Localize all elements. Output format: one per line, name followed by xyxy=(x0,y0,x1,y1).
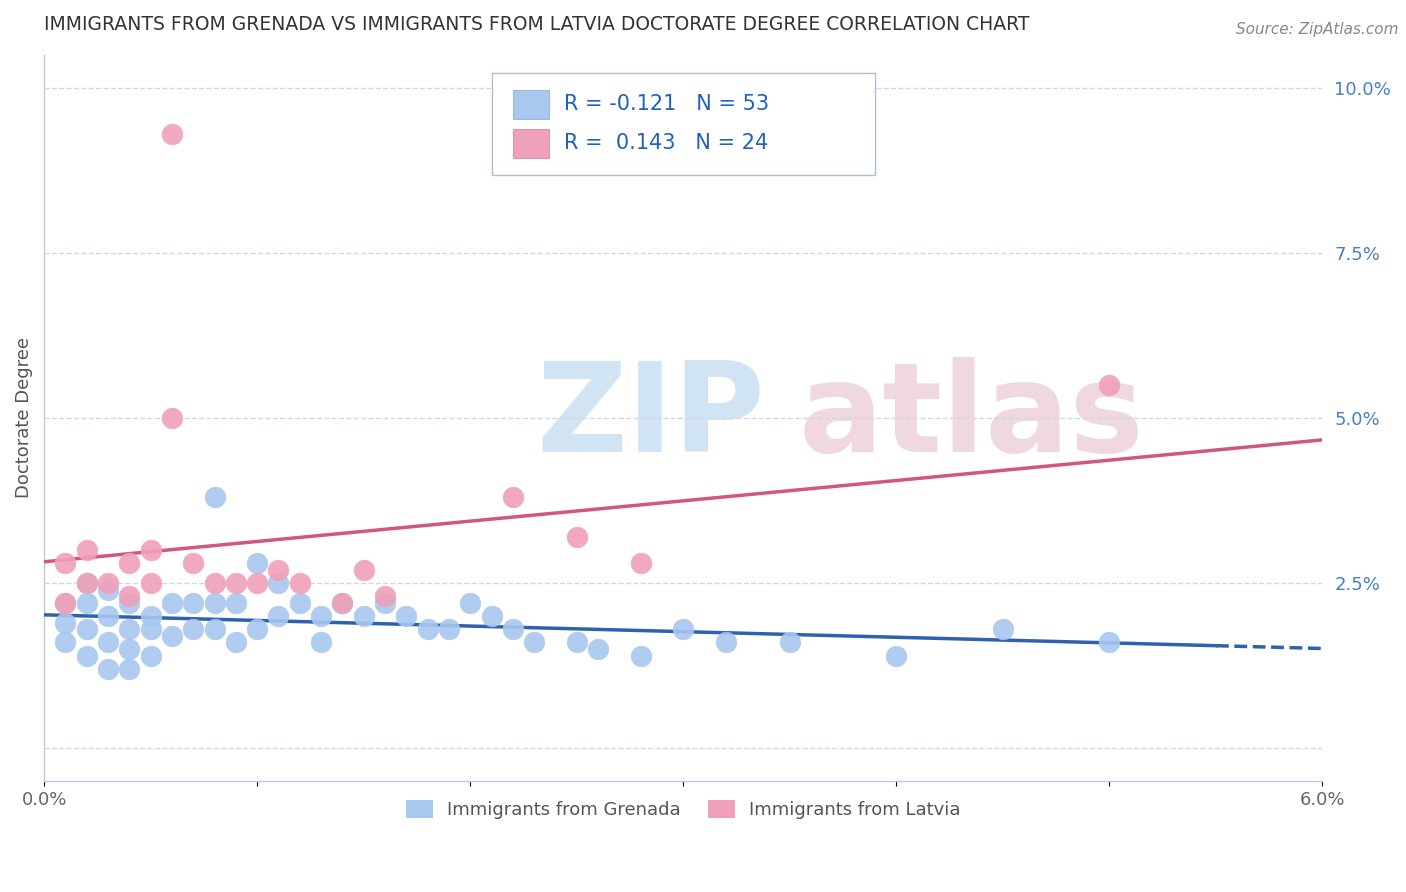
Point xyxy=(204,596,226,610)
Point xyxy=(76,543,98,558)
Point xyxy=(502,622,524,636)
Point xyxy=(565,530,588,544)
Point xyxy=(139,543,162,558)
Point xyxy=(416,622,439,636)
Point xyxy=(225,576,247,591)
Point xyxy=(267,609,290,624)
Point xyxy=(437,622,460,636)
FancyBboxPatch shape xyxy=(492,73,875,175)
Y-axis label: Doctorate Degree: Doctorate Degree xyxy=(15,337,32,499)
Point xyxy=(76,622,98,636)
Point xyxy=(332,596,354,610)
Point xyxy=(139,609,162,624)
Text: IMMIGRANTS FROM GRENADA VS IMMIGRANTS FROM LATVIA DOCTORATE DEGREE CORRELATION C: IMMIGRANTS FROM GRENADA VS IMMIGRANTS FR… xyxy=(44,15,1029,34)
Text: R =  0.143   N = 24: R = 0.143 N = 24 xyxy=(564,133,769,153)
Point xyxy=(118,589,141,603)
Point xyxy=(1098,635,1121,649)
Point xyxy=(97,662,120,676)
Point xyxy=(181,596,204,610)
Point xyxy=(502,490,524,504)
Point xyxy=(139,622,162,636)
Point xyxy=(204,490,226,504)
Point xyxy=(225,596,247,610)
Point xyxy=(779,635,801,649)
Legend: Immigrants from Grenada, Immigrants from Latvia: Immigrants from Grenada, Immigrants from… xyxy=(398,793,969,826)
Point xyxy=(181,556,204,570)
Point xyxy=(353,609,375,624)
Point xyxy=(55,635,77,649)
Point xyxy=(886,648,908,663)
Point xyxy=(991,622,1014,636)
Point xyxy=(309,609,332,624)
Point xyxy=(76,596,98,610)
Point xyxy=(672,622,695,636)
Text: R = -0.121   N = 53: R = -0.121 N = 53 xyxy=(564,94,769,113)
Point xyxy=(204,576,226,591)
Point xyxy=(267,576,290,591)
Point xyxy=(55,596,77,610)
Point xyxy=(97,609,120,624)
Point xyxy=(714,635,737,649)
Point xyxy=(1098,378,1121,392)
Point xyxy=(288,596,311,610)
Point xyxy=(630,648,652,663)
Point xyxy=(55,556,77,570)
Point xyxy=(246,622,269,636)
Point xyxy=(160,127,183,141)
Point xyxy=(139,576,162,591)
Point xyxy=(374,589,396,603)
Bar xyxy=(513,90,550,119)
Point xyxy=(565,635,588,649)
Bar xyxy=(513,129,550,158)
Point xyxy=(374,596,396,610)
Point xyxy=(481,609,503,624)
Point xyxy=(118,622,141,636)
Point xyxy=(395,609,418,624)
Point xyxy=(76,648,98,663)
Text: atlas: atlas xyxy=(799,358,1144,478)
Point xyxy=(97,582,120,597)
Point xyxy=(160,629,183,643)
Point xyxy=(288,576,311,591)
Point xyxy=(181,622,204,636)
Point xyxy=(246,576,269,591)
Point xyxy=(523,635,546,649)
Point xyxy=(118,556,141,570)
Point xyxy=(55,615,77,630)
Point xyxy=(55,596,77,610)
Point xyxy=(97,576,120,591)
Point xyxy=(97,635,120,649)
Point xyxy=(76,576,98,591)
Point xyxy=(204,622,226,636)
Point xyxy=(118,596,141,610)
Point xyxy=(139,648,162,663)
Point xyxy=(458,596,481,610)
Text: ZIP: ZIP xyxy=(536,358,765,478)
Point xyxy=(630,556,652,570)
Point xyxy=(309,635,332,649)
Point xyxy=(332,596,354,610)
Point xyxy=(353,563,375,577)
Point xyxy=(267,563,290,577)
Text: Source: ZipAtlas.com: Source: ZipAtlas.com xyxy=(1236,22,1399,37)
Point xyxy=(76,576,98,591)
Point xyxy=(160,596,183,610)
Point xyxy=(118,642,141,657)
Point xyxy=(246,556,269,570)
Point xyxy=(225,635,247,649)
Point xyxy=(160,411,183,425)
Point xyxy=(586,642,609,657)
Point xyxy=(118,662,141,676)
